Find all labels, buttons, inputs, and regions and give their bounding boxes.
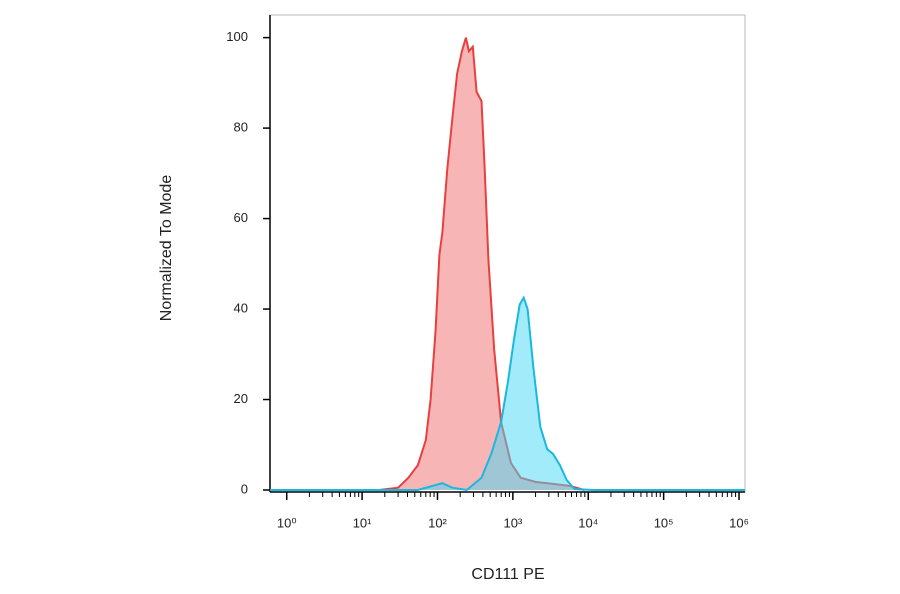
y-tick-label: 40 bbox=[234, 300, 248, 315]
x-axis-title: CD111 PE bbox=[471, 566, 544, 583]
y-tick-label: 80 bbox=[234, 120, 248, 135]
x-tick-label: 10⁵ bbox=[654, 515, 674, 530]
y-tick-label: 60 bbox=[234, 210, 248, 225]
area-fill bbox=[379, 37, 585, 490]
x-tick-label: 10⁴ bbox=[578, 515, 598, 530]
y-tick-label: 100 bbox=[226, 29, 248, 44]
x-tick-label: 10³ bbox=[503, 515, 522, 530]
x-tick-label: 10⁰ bbox=[277, 515, 297, 530]
x-tick-label: 10² bbox=[428, 515, 447, 530]
series-line bbox=[270, 295, 745, 492]
y-tick-label: 0 bbox=[241, 481, 248, 496]
x-tick-label: 10¹ bbox=[353, 515, 372, 530]
y-axis-title: Normalized To Mode bbox=[158, 175, 175, 322]
y-tick-label: 20 bbox=[234, 391, 248, 406]
x-tick-label: 10⁶ bbox=[729, 515, 749, 530]
area-fill bbox=[270, 297, 745, 490]
